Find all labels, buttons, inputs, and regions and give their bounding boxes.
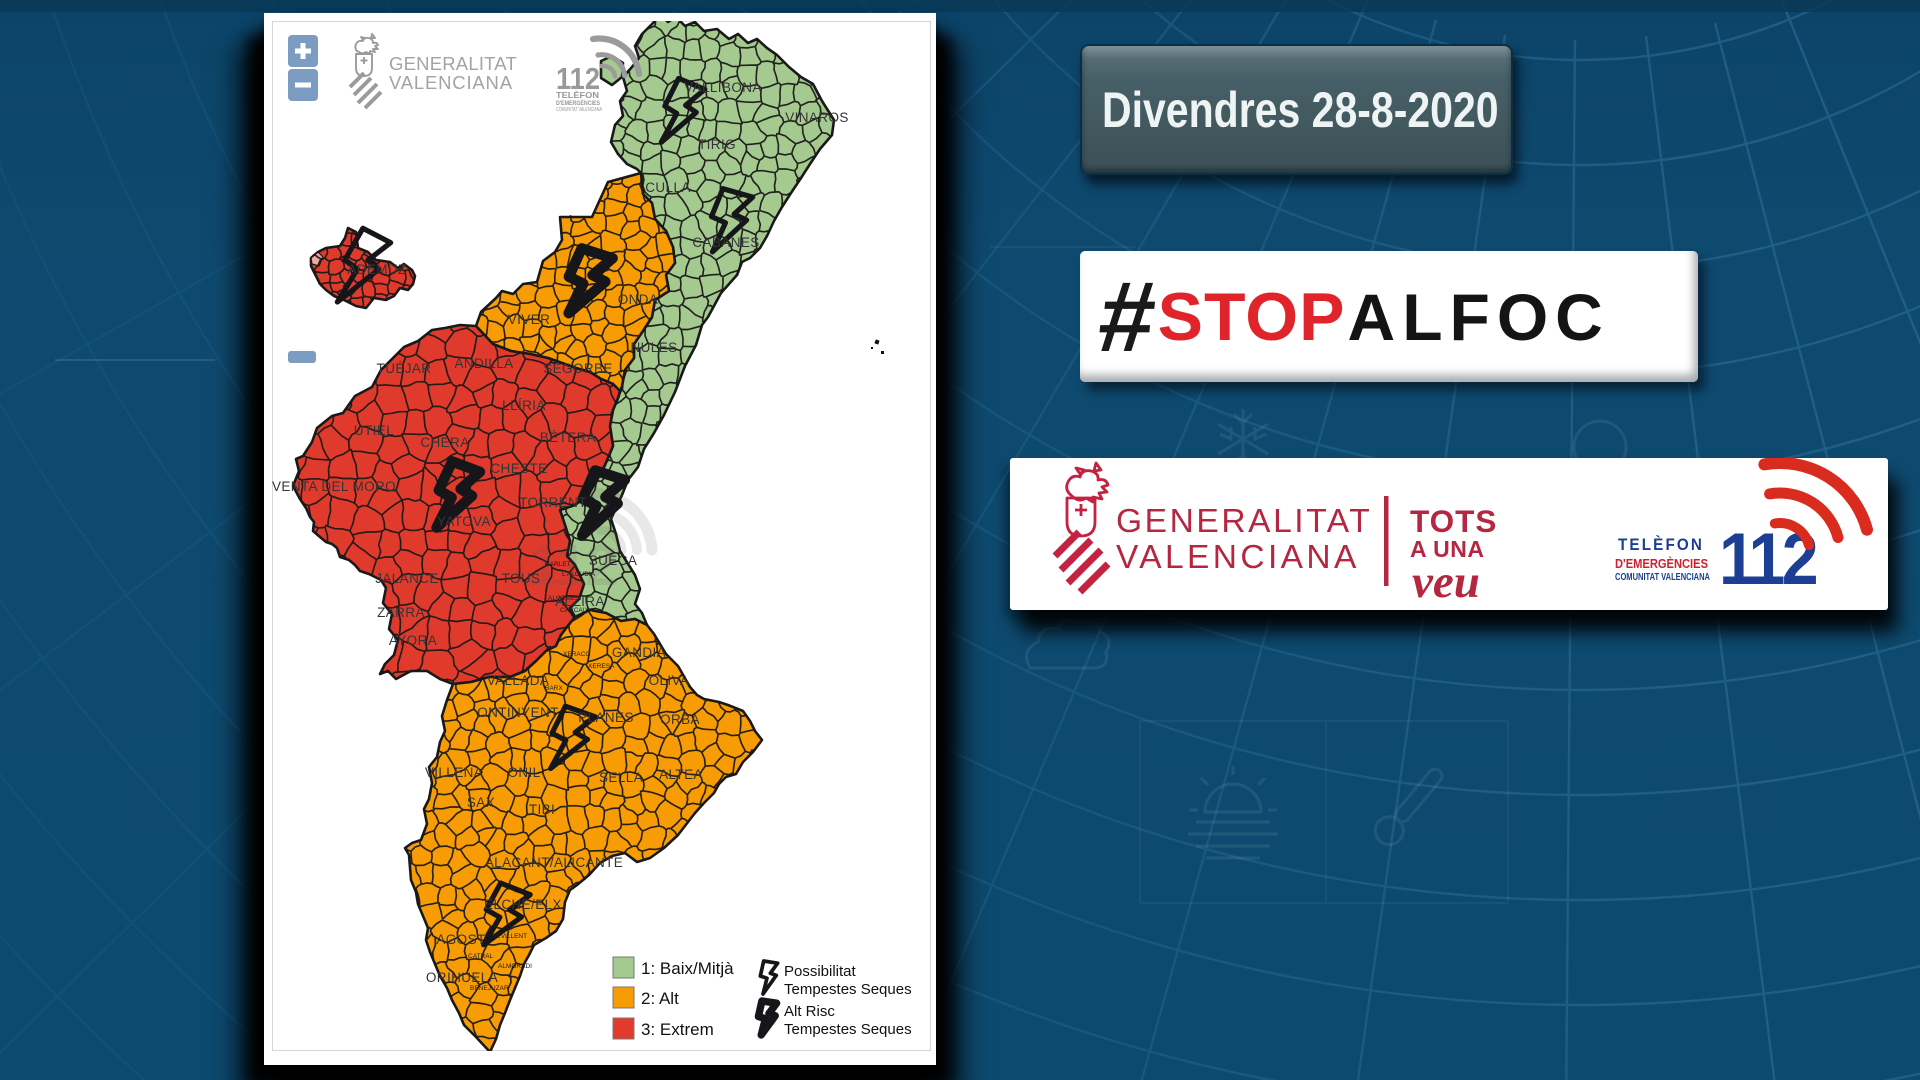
svg-text:Possibilitat: Possibilitat [784, 963, 857, 980]
svg-text:ORBA: ORBA [660, 712, 700, 727]
svg-text:ZARRA: ZARRA [377, 605, 425, 620]
svg-text:ALTEA: ALTEA [659, 767, 703, 782]
svg-text:CHERA: CHERA [420, 435, 469, 450]
svg-text:JALANCE: JALANCE [375, 571, 439, 586]
svg-text:SAX: SAX [467, 795, 495, 810]
svg-text:VIVER: VIVER [508, 312, 551, 327]
svg-text:VALLADA: VALLADA [487, 673, 550, 688]
svg-text:112: 112 [528, 533, 616, 598]
svg-text:VALLIBONA: VALLIBONA [684, 80, 762, 95]
svg-text:TELÈFON: TELÈFON [1618, 535, 1704, 554]
svg-text:112: 112 [556, 61, 600, 96]
svg-text:TOTS: TOTS [1410, 503, 1497, 539]
svg-text:BARX: BARX [545, 685, 563, 692]
svg-text:ELCHE/ELX: ELCHE/ELX [484, 897, 562, 912]
svg-text:NULES: NULES [630, 340, 677, 355]
svg-text:VALENCIANA: VALENCIANA [389, 72, 513, 93]
svg-text:BENEJUZAR: BENEJUZAR [470, 985, 509, 992]
svg-text:Tempestes Seques: Tempestes Seques [784, 981, 912, 998]
svg-text:2: Alt: 2: Alt [641, 989, 679, 1008]
svg-text:veu: veu [1412, 556, 1480, 608]
svg-text:AGOST: AGOST [436, 932, 485, 947]
svg-text:TUÉJAR: TUÉJAR [377, 361, 432, 376]
svg-text:ONIL: ONIL [507, 765, 540, 780]
svg-text:BÉTERA: BÉTERA [540, 430, 596, 445]
svg-text:ONTINYENT: ONTINYENT [477, 705, 559, 720]
svg-text:ORIHUELA: ORIHUELA [426, 970, 498, 985]
svg-text:ALMORADI: ALMORADI [498, 963, 532, 970]
svg-text:SUECA: SUECA [589, 553, 638, 568]
svg-text:VINAROS: VINAROS [785, 110, 849, 125]
svg-text:XERACO: XERACO [563, 651, 590, 658]
svg-text:3: Extrem: 3: Extrem [641, 1020, 714, 1039]
svg-text:SEGORBE: SEGORBE [543, 361, 613, 376]
svg-text:ALGEMESI: ALGEMESI [548, 595, 581, 602]
svg-text:ONDA: ONDA [618, 292, 659, 307]
svg-text:OLIVA: OLIVA [649, 673, 690, 688]
svg-text:CABANES: CABANES [692, 235, 759, 250]
svg-text:COMUNITAT VALENCIANA: COMUNITAT VALENCIANA [1615, 571, 1710, 583]
svg-text:TELÈFON: TELÈFON [556, 90, 599, 100]
svg-text:PLANES: PLANES [578, 710, 634, 725]
svg-text:CARCAIX: CARCAIX [560, 607, 590, 614]
svg-text:UTIEL: UTIEL [354, 423, 394, 438]
svg-text:GENERALITAT: GENERALITAT [1116, 503, 1372, 540]
svg-text:LLÍRIA: LLÍRIA [502, 398, 546, 413]
svg-text:1: Baix/Mitjà: 1: Baix/Mitjà [641, 959, 734, 978]
svg-text:D'EMERGÈNCIES: D'EMERGÈNCIES [1615, 556, 1708, 571]
svg-text:SELLA: SELLA [599, 770, 643, 785]
svg-text:Tempestes Seques: Tempestes Seques [784, 1021, 912, 1038]
svg-text:A UNA: A UNA [1410, 536, 1484, 562]
svg-text:ALACANT/ALICANTE: ALACANT/ALICANTE [485, 855, 623, 870]
svg-text:Alt Risc: Alt Risc [784, 1003, 835, 1020]
svg-text:TIRIG: TIRIG [698, 137, 736, 152]
svg-text:GENERALITAT: GENERALITAT [389, 53, 517, 74]
svg-text:ANDILLA: ANDILLA [454, 356, 513, 371]
svg-text:GANDIA: GANDIA [612, 645, 666, 660]
svg-text:ADEMUZ: ADEMUZ [347, 262, 406, 277]
svg-text:CULLA: CULLA [645, 180, 691, 195]
svg-text:COMUNITAT VALENCIANA: COMUNITAT VALENCIANA [556, 107, 602, 113]
svg-text:D'EMERGÈNCIES: D'EMERGÈNCIES [556, 98, 601, 107]
svg-text:CARLET: CARLET [545, 561, 571, 568]
svg-text:TORRENT: TORRENT [519, 495, 587, 510]
svg-text:VALENCIANA: VALENCIANA [1116, 539, 1360, 576]
svg-text:VENTA DEL MORO: VENTA DEL MORO [272, 479, 396, 494]
svg-text:VILLENA: VILLENA [425, 765, 483, 780]
svg-text:CHESTE: CHESTE [490, 461, 547, 476]
svg-text:L'ALCUDIA: L'ALCUDIA [562, 571, 596, 578]
svg-text:CATRAL: CATRAL [468, 953, 494, 960]
svg-text:TIBI: TIBI [529, 802, 555, 817]
svg-text:CREVILLENT: CREVILLENT [487, 933, 527, 940]
svg-text:ALZIRA: ALZIRA [555, 594, 605, 609]
svg-text:TOUS: TOUS [502, 571, 541, 586]
svg-text:XERESA: XERESA [588, 663, 615, 670]
svg-text:AYORA: AYORA [389, 633, 437, 648]
svg-text:YATOVA: YATOVA [437, 514, 491, 529]
